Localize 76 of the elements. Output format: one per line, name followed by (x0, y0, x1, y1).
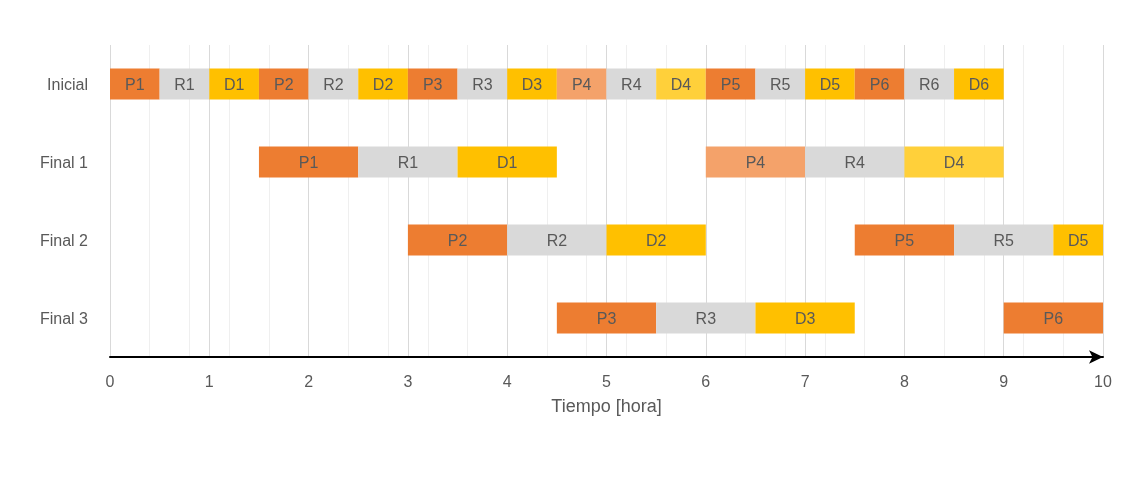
bar (556, 302, 657, 334)
x-axis-title: Tiempo [hora] (551, 396, 662, 416)
x-tick-label: 1 (204, 372, 214, 390)
bar (656, 68, 706, 100)
data-label: P1 (298, 153, 319, 171)
bar (308, 68, 359, 100)
data-label: P5 (720, 75, 741, 93)
data-label: D4 (943, 153, 965, 171)
data-label: D1 (223, 75, 245, 93)
bar (407, 68, 458, 100)
data-label: R5 (770, 75, 791, 93)
bar (159, 68, 210, 100)
data-label: P1 (125, 75, 145, 93)
data-label: D3 (521, 75, 543, 93)
data-label: P4 (571, 75, 592, 93)
bar (507, 68, 557, 100)
data-label: R3 (472, 75, 493, 93)
x-tick-label: 0 (105, 372, 115, 390)
bar (755, 68, 806, 100)
bar (1003, 302, 1103, 334)
data-label: D5 (1067, 231, 1089, 249)
bar (556, 68, 607, 100)
data-label: R4 (844, 153, 866, 171)
data-label: R1 (397, 153, 419, 171)
x-tick-label: 10 (1094, 372, 1112, 390)
bar (258, 146, 359, 178)
y-tick-label: Final 1 (39, 153, 89, 171)
x-tick-label: 5 (602, 372, 612, 390)
data-label: D1 (496, 153, 518, 171)
data-label: R1 (174, 75, 195, 93)
data-label: R3 (695, 309, 717, 327)
x-tick-label: 3 (403, 372, 413, 390)
data-label: P6 (869, 75, 890, 93)
x-tick-label: 6 (701, 372, 711, 390)
data-label: R6 (919, 75, 940, 93)
data-label: D6 (968, 75, 990, 93)
bar (705, 68, 756, 100)
data-label: D4 (670, 75, 692, 93)
x-tick-label: 2 (304, 372, 314, 390)
data-label: R4 (621, 75, 642, 93)
bar (457, 146, 557, 178)
data-label: P2 (273, 75, 294, 93)
x-tick-label: 7 (800, 372, 810, 390)
bar (606, 68, 657, 100)
bar (209, 68, 259, 100)
bar (854, 68, 905, 100)
bar (805, 68, 855, 100)
data-label: R5 (993, 231, 1015, 249)
data-label: D2 (372, 75, 394, 93)
bar (1053, 224, 1103, 256)
y-tick-label: Final 2 (39, 231, 89, 249)
bar (854, 224, 955, 256)
bar (358, 68, 408, 100)
data-label: R2 (546, 231, 568, 249)
bar (407, 224, 508, 256)
x-tick-label: 9 (999, 372, 1009, 390)
data-label: P5 (894, 231, 915, 249)
data-label: D3 (794, 309, 816, 327)
data-label: P3 (596, 309, 617, 327)
data-label: P4 (745, 153, 766, 171)
bar (457, 68, 508, 100)
data-label: P6 (1043, 309, 1064, 327)
bar (110, 68, 160, 100)
data-label: P2 (447, 231, 468, 249)
bar (755, 302, 855, 334)
bar (954, 68, 1004, 100)
bar (258, 68, 309, 100)
bar (606, 224, 706, 256)
data-label: P3 (422, 75, 443, 93)
x-tick-label: 4 (502, 372, 512, 390)
data-label: D2 (645, 231, 667, 249)
y-tick-label: Final 3 (39, 309, 89, 327)
data-label: R2 (323, 75, 344, 93)
data-label: D5 (819, 75, 841, 93)
y-tick-label: Inicial (47, 75, 88, 93)
x-tick-label: 8 (899, 372, 909, 390)
